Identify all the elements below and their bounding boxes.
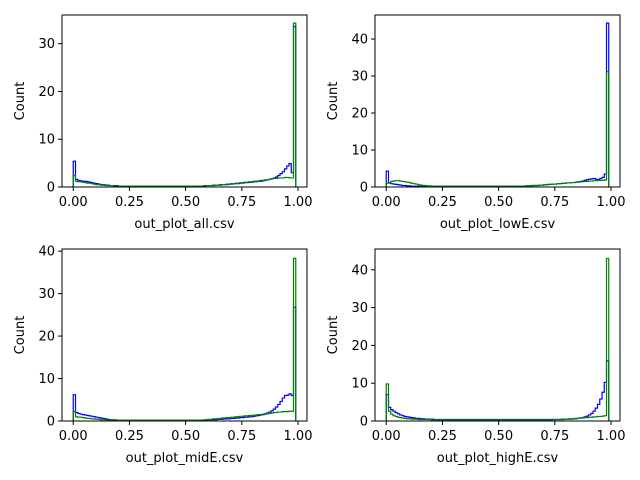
x-tick-label: 0.50 <box>171 195 200 210</box>
histogram-series-2 <box>72 22 297 187</box>
x-tick-label: 0.25 <box>428 429 457 444</box>
histogram-series-2 <box>385 257 610 421</box>
y-tick-label: 30 <box>38 287 55 302</box>
y-tick-label: 0 <box>360 181 368 196</box>
y-tick-label: 0 <box>360 415 368 430</box>
x-tick-label: 0.50 <box>484 195 513 210</box>
y-tick-label: 30 <box>351 301 368 316</box>
y-tick-label: 0 <box>47 415 55 430</box>
y-tick-label: 40 <box>351 33 368 48</box>
y-tick-label: 10 <box>38 133 55 148</box>
x-tick-label: 0.25 <box>115 195 144 210</box>
x-tick-label: 0.25 <box>428 195 457 210</box>
y-tick-label: 20 <box>351 107 368 122</box>
y-axis-label: Count <box>326 82 341 121</box>
x-tick-label: 0.50 <box>484 429 513 444</box>
y-tick-label: 30 <box>351 70 368 85</box>
y-tick-label: 0 <box>47 181 55 196</box>
y-axis-label: Count <box>326 316 341 355</box>
x-tick-label: 1.00 <box>284 195 313 210</box>
x-axis-label: out_plot_midE.csv <box>126 451 244 466</box>
y-tick-label: 30 <box>38 37 55 52</box>
x-tick-label: 1.00 <box>597 429 626 444</box>
x-tick-label: 1.00 <box>284 429 313 444</box>
y-axis-label: Count <box>13 316 28 355</box>
histogram-series-1 <box>72 306 297 421</box>
y-tick-label: 40 <box>351 263 368 278</box>
x-tick-label: 0.75 <box>540 195 569 210</box>
y-tick-label: 40 <box>38 245 55 260</box>
y-axis-label: Count <box>13 82 28 121</box>
x-tick-label: 0.00 <box>372 195 401 210</box>
axes-frame <box>61 248 308 422</box>
y-tick-label: 20 <box>38 330 55 345</box>
subplot-1: 0.00 0.25 0.50 0.75 1.00 0 10 20 30 out_plot_all.… <box>13 14 313 232</box>
x-tick-label: 0.75 <box>227 429 256 444</box>
histogram-series-1 <box>385 22 610 187</box>
x-tick-label: 0.75 <box>227 195 256 210</box>
y-tick-label: 10 <box>38 372 55 387</box>
x-axis-label: out_plot_lowE.csv <box>440 217 556 232</box>
x-axis-label: out_plot_highE.csv <box>437 451 559 466</box>
axes-frame <box>61 14 308 188</box>
x-axis-label: out_plot_all.csv <box>134 217 234 232</box>
y-tick-label: 10 <box>351 377 368 392</box>
x-tick-label: 0.00 <box>59 195 88 210</box>
x-tick-label: 0.75 <box>540 429 569 444</box>
subplot-4: 0.00 0.25 0.50 0.75 1.00 0 10 20 30 40 out_plot_hi… <box>326 248 626 466</box>
histogram-series-1 <box>385 360 610 421</box>
x-tick-label: 1.00 <box>597 195 626 210</box>
histogram-series-2 <box>385 70 610 187</box>
histogram-series-2 <box>72 257 297 421</box>
subplot-2: 0.00 0.25 0.50 0.75 1.00 0 10 20 30 40 out_plot_lo… <box>326 14 626 232</box>
x-tick-label: 0.00 <box>372 429 401 444</box>
y-tick-label: 20 <box>38 85 55 100</box>
y-tick-label: 20 <box>351 339 368 354</box>
x-tick-label: 0.25 <box>115 429 144 444</box>
histogram-series-1 <box>72 25 297 187</box>
x-tick-label: 0.50 <box>171 429 200 444</box>
subplot-3: 0.00 0.25 0.50 0.75 1.00 0 10 20 30 40 out_plot_mi… <box>13 245 312 466</box>
axes-frame <box>374 14 621 188</box>
axes-frame <box>374 248 621 422</box>
x-tick-label: 0.00 <box>59 429 88 444</box>
y-tick-label: 10 <box>351 144 368 159</box>
